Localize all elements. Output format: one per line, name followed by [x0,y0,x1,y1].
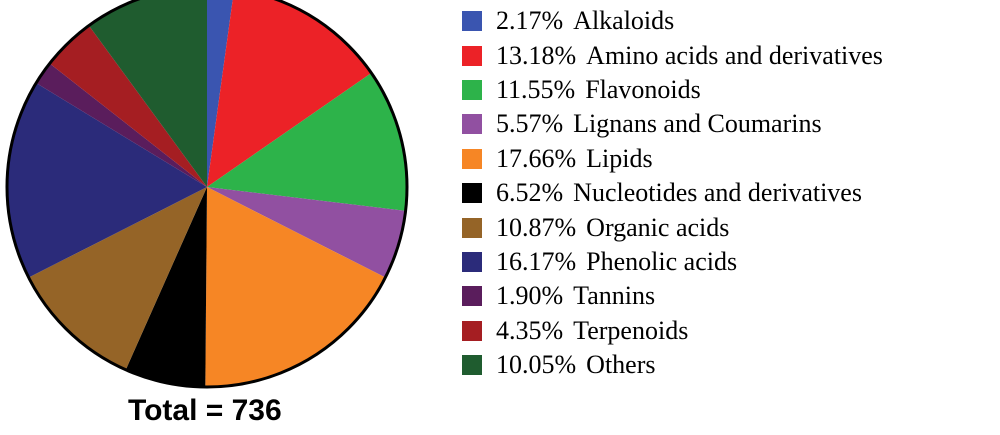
legend-label: Amino acids and derivatives [586,40,883,70]
legend-label: Nucleotides and derivatives [573,178,862,208]
legend-item-flavonoids: 11.55% Flavonoids [462,73,998,107]
legend-item-alkaloids: 2.17% Alkaloids [462,4,998,38]
pie-slice-flavonoids [207,73,407,211]
legend-percent: 16.17% [496,246,577,276]
legend-swatch [462,11,482,32]
legend-percent: 5.57% [496,109,564,139]
legend-swatch [462,79,482,100]
legend: 2.17% Alkaloids 13.18% Amino acids and deri… [462,4,998,382]
legend-swatch [462,320,482,341]
legend-percent: 17.66% [496,143,577,173]
legend-label: Terpenoids [573,315,689,345]
legend-percent: 11.55% [496,74,576,104]
pie-slice-tannins [36,63,207,187]
legend-item-phenolic-acids: 16.17% Phenolic acids [462,245,998,279]
legend-label: Lignans and Coumarins [573,109,822,139]
pie-slice-terpenoids [49,25,208,187]
legend-label: Alkaloids [573,6,675,36]
legend-swatch [462,148,482,169]
legend-label: Others [586,350,656,380]
pie-slices [6,0,407,387]
legend-swatch [462,45,482,66]
pie-chart [5,0,409,389]
legend-percent: 6.52% [496,178,564,208]
legend-item-others: 10.05% Others [462,348,998,382]
legend-percent: 10.05% [496,350,577,380]
pie-slice-lipids [205,187,386,387]
total-label: Total = 736 [128,394,282,427]
legend-item-terpenoids: 4.35% Terpenoids [462,314,998,348]
legend-percent: 2.17% [496,6,564,36]
legend-percent: 13.18% [496,40,577,70]
legend-label: Lipids [586,143,653,173]
legend-swatch [462,183,482,204]
legend-swatch [462,217,482,238]
legend-item-tannins: 1.90% Tannins [462,279,998,313]
pie-slice-amino-acids-and-derivatives [207,0,372,187]
legend-item-lipids: 17.66% Lipids [462,142,998,176]
legend-swatch [462,286,482,307]
legend-item-nucleotides-and-derivatives: 6.52% Nucleotides and derivatives [462,176,998,210]
legend-label: Organic acids [586,212,730,242]
pie-slice-lignans-and-coumarins [207,187,406,278]
pie-slice-alkaloids [207,0,233,187]
pie-slice-phenolic-acids [6,83,208,278]
legend-swatch [462,251,482,272]
legend-item-lignans-and-coumarins: 5.57% Lignans and Coumarins [462,107,998,141]
pie-outline [5,0,409,389]
pie-slice-organic-acids [28,187,208,370]
legend-percent: 4.35% [496,315,564,345]
legend-label: Flavonoids [585,74,701,104]
legend-swatch [462,355,482,376]
legend-percent: 10.87% [496,212,577,242]
legend-label: Phenolic acids [586,246,738,276]
legend-swatch [462,114,482,135]
legend-item-organic-acids: 10.87% Organic acids [462,210,998,244]
legend-label: Tannins [573,281,656,311]
pie-slice-others [88,0,207,187]
pie-slice-nucleotides-and-derivatives [125,187,207,387]
legend-item-amino-acids-and-derivatives: 13.18% Amino acids and derivatives [462,38,998,72]
legend-percent: 1.90% [496,281,564,311]
